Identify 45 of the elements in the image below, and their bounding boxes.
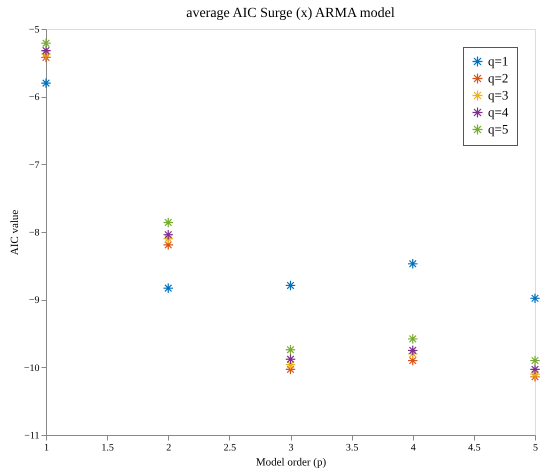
y-tick-label: −8 [28, 228, 40, 238]
point [407, 355, 418, 366]
x-tick-label: 1 [44, 442, 49, 454]
x-tick-label: 3.5 [346, 442, 358, 454]
point [285, 354, 296, 365]
point [285, 280, 296, 291]
point [40, 78, 52, 88]
legend-label: q=2 [488, 70, 508, 86]
y-tick-label: −5 [28, 24, 40, 36]
y-tick-label: −11 [24, 430, 40, 442]
point [407, 334, 418, 344]
x-axis-title: Model order (p) [256, 456, 326, 468]
y-tick-label: −10 [24, 362, 40, 374]
legend-label: q=4 [488, 104, 509, 120]
point [285, 344, 296, 356]
point [162, 282, 174, 294]
point [285, 359, 296, 370]
point [530, 355, 540, 366]
x-tick-label: 4 [410, 442, 416, 454]
point [530, 371, 540, 382]
y-tick-label: −7 [28, 160, 40, 171]
point [530, 364, 540, 375]
point [285, 364, 296, 375]
point [407, 258, 418, 270]
x-tick-label: 4.5 [468, 442, 481, 454]
point [407, 345, 418, 356]
point [40, 45, 52, 56]
legend-label: q=3 [488, 88, 508, 102]
y-tick-label: −6 [28, 92, 40, 104]
point [162, 217, 174, 228]
x-tick-label: 3 [288, 442, 294, 454]
x-tick-label: 1.5 [101, 442, 114, 454]
legend-label: q=5 [488, 122, 508, 136]
x-tick-label: 5 [533, 442, 538, 454]
point [162, 240, 174, 250]
x-tick-label: 2 [166, 442, 172, 454]
point [530, 368, 540, 380]
point [530, 292, 540, 304]
y-tick-label: −9 [28, 295, 40, 306]
legend-label: q=1 [488, 54, 508, 68]
x-tick-label: 2.5 [224, 442, 236, 454]
chart-title: average AIC Surge (x) ARMA model [186, 6, 395, 21]
point [40, 38, 52, 49]
y-axis-title: AIC value [8, 210, 21, 256]
point [162, 229, 174, 240]
